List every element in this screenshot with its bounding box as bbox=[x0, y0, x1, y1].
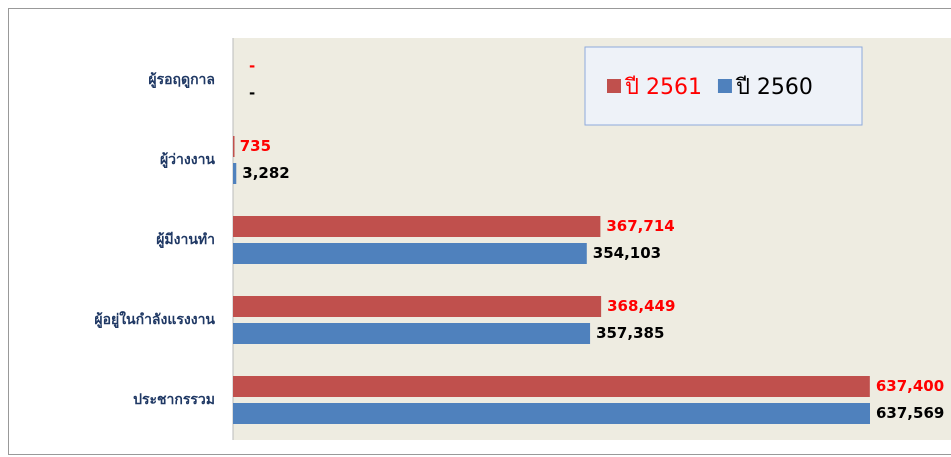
legend-label: ปี 2560 bbox=[735, 75, 813, 100]
bar bbox=[233, 296, 602, 317]
bar bbox=[233, 403, 870, 424]
legend-swatch bbox=[607, 79, 621, 93]
value-label: 357,385 bbox=[596, 324, 664, 342]
value-label: 3,282 bbox=[242, 164, 289, 182]
value-label: 637,569 bbox=[876, 404, 944, 422]
legend-swatch bbox=[717, 79, 732, 93]
value-label: 637,400 bbox=[876, 377, 944, 395]
category-label: ผู้อยู่ในกำลังแรงงาน bbox=[94, 310, 215, 328]
value-label: 367,714 bbox=[606, 217, 674, 235]
bar bbox=[233, 163, 237, 184]
bar bbox=[233, 216, 601, 237]
category-label: ผู้มีงานทำ bbox=[156, 232, 215, 248]
bar bbox=[233, 136, 235, 157]
value-label: - bbox=[249, 84, 255, 102]
legend-label: ปี 2561 bbox=[624, 75, 702, 100]
value-label: - bbox=[249, 57, 255, 75]
category-label: ผู้ว่างงาน bbox=[160, 152, 215, 168]
bar bbox=[233, 243, 587, 264]
value-label: 735 bbox=[240, 137, 271, 155]
category-label: ผู้รอฤดูกาล bbox=[148, 72, 215, 88]
bar bbox=[233, 376, 870, 397]
value-label: 368,449 bbox=[607, 297, 675, 315]
category-label: ประชากรรวม bbox=[133, 392, 215, 408]
bar bbox=[233, 323, 591, 344]
value-label: 354,103 bbox=[593, 244, 661, 262]
